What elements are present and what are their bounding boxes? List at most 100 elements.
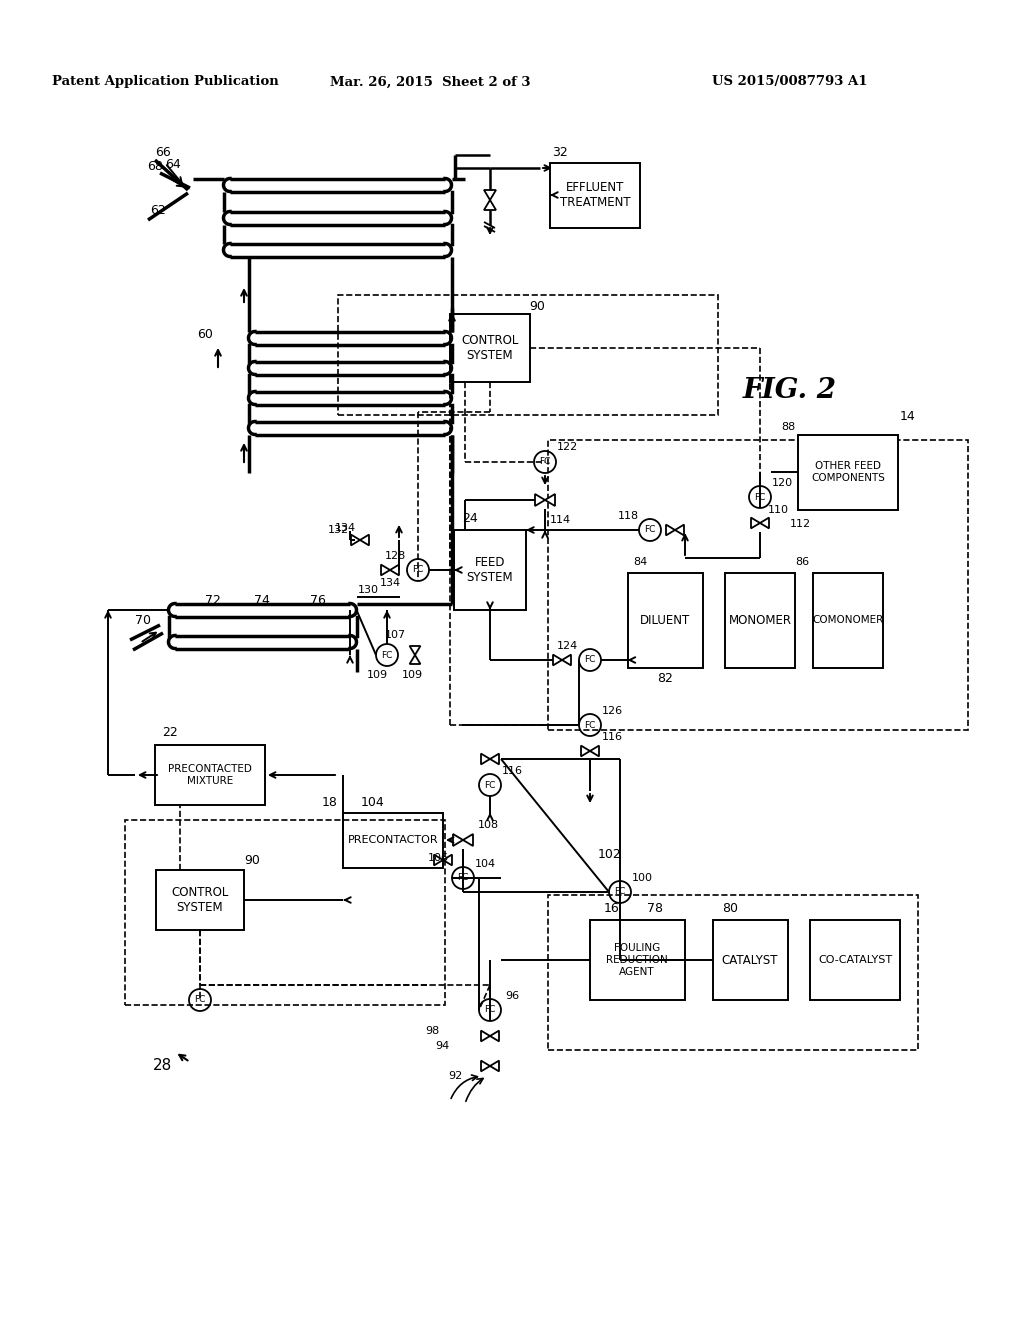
Text: 92: 92: [447, 1071, 462, 1081]
Text: 109: 109: [401, 671, 423, 680]
Text: Patent Application Publication: Patent Application Publication: [51, 75, 279, 88]
Polygon shape: [484, 201, 496, 210]
Text: 104: 104: [361, 796, 385, 808]
Text: MONOMER: MONOMER: [728, 614, 792, 627]
Bar: [156, 870, 244, 931]
Text: FC: FC: [195, 995, 206, 1005]
Text: 120: 120: [771, 478, 793, 488]
Text: COMONOMER: COMONOMER: [812, 615, 884, 624]
Text: 72: 72: [205, 594, 221, 607]
Text: 116: 116: [601, 733, 623, 742]
Text: 74: 74: [254, 594, 270, 607]
Text: 109: 109: [367, 671, 387, 680]
Polygon shape: [410, 645, 421, 655]
Bar: [454, 531, 526, 610]
Bar: [590, 920, 684, 1001]
Polygon shape: [490, 1060, 499, 1072]
Polygon shape: [751, 517, 760, 528]
Text: 112: 112: [790, 519, 811, 529]
Text: 122: 122: [556, 442, 578, 451]
Text: 80: 80: [722, 902, 738, 915]
Polygon shape: [390, 565, 399, 576]
Text: OTHER FEED
COMPONENTS: OTHER FEED COMPONENTS: [811, 461, 885, 483]
Text: US 2015/0087793 A1: US 2015/0087793 A1: [713, 75, 867, 88]
Text: 98: 98: [425, 1026, 439, 1036]
Bar: [628, 573, 702, 668]
Text: 82: 82: [657, 672, 673, 685]
Text: 16: 16: [604, 902, 620, 915]
Text: 64: 64: [165, 158, 181, 172]
Text: 68: 68: [147, 161, 163, 173]
Polygon shape: [760, 517, 769, 528]
Text: PRECONTACTOR: PRECONTACTOR: [348, 836, 438, 845]
Text: 130: 130: [357, 585, 379, 595]
Text: FC: FC: [458, 874, 469, 883]
Bar: [713, 920, 787, 1001]
Text: FC: FC: [381, 651, 392, 660]
Text: 66: 66: [155, 145, 171, 158]
Bar: [798, 434, 898, 510]
Text: 114: 114: [550, 515, 571, 525]
Bar: [338, 294, 718, 414]
Bar: [125, 820, 445, 1005]
Polygon shape: [590, 746, 599, 756]
Text: 134: 134: [380, 578, 400, 587]
Text: FC: FC: [644, 525, 655, 535]
Polygon shape: [553, 655, 562, 665]
Text: CATALYST: CATALYST: [722, 953, 778, 966]
Text: 104: 104: [474, 859, 496, 869]
Text: 110: 110: [768, 506, 788, 515]
Text: 96: 96: [505, 991, 519, 1001]
Text: CONTROL
SYSTEM: CONTROL SYSTEM: [462, 334, 519, 362]
Text: 88: 88: [781, 422, 795, 432]
Text: FOULING
REDUCTION
AGENT: FOULING REDUCTION AGENT: [606, 944, 668, 977]
Text: 76: 76: [310, 594, 326, 607]
Text: FC: FC: [585, 656, 596, 664]
Polygon shape: [381, 565, 390, 576]
Bar: [548, 440, 968, 730]
Text: 62: 62: [151, 203, 166, 216]
Text: 22: 22: [162, 726, 178, 739]
Text: 86: 86: [795, 557, 809, 568]
Text: FIG. 2: FIG. 2: [743, 376, 837, 404]
Text: 14: 14: [900, 411, 915, 424]
Text: 18: 18: [323, 796, 338, 808]
Text: 116: 116: [502, 766, 522, 776]
Polygon shape: [481, 754, 490, 764]
Text: 126: 126: [601, 706, 623, 715]
Text: 32: 32: [552, 147, 568, 160]
Polygon shape: [484, 190, 496, 201]
Polygon shape: [562, 655, 571, 665]
Text: FC: FC: [585, 721, 596, 730]
Text: 128: 128: [384, 550, 406, 561]
Text: PRECONTACTED
MIXTURE: PRECONTACTED MIXTURE: [168, 764, 252, 785]
Text: 100: 100: [632, 873, 652, 883]
Polygon shape: [453, 834, 463, 846]
Polygon shape: [581, 746, 590, 756]
Text: DILUENT: DILUENT: [640, 614, 690, 627]
Text: 60: 60: [197, 329, 213, 342]
Bar: [813, 573, 883, 668]
Text: FC: FC: [540, 458, 551, 466]
Text: FC: FC: [413, 565, 424, 574]
Bar: [810, 920, 900, 1001]
Polygon shape: [481, 1060, 490, 1072]
Text: 24: 24: [462, 511, 478, 524]
Text: FEED
SYSTEM: FEED SYSTEM: [467, 556, 513, 583]
Bar: [155, 744, 265, 805]
Text: CONTROL
SYSTEM: CONTROL SYSTEM: [171, 886, 228, 913]
Polygon shape: [481, 1031, 490, 1041]
Bar: [343, 813, 443, 867]
Polygon shape: [351, 535, 360, 545]
Polygon shape: [545, 494, 555, 506]
Polygon shape: [463, 834, 473, 846]
Text: FC: FC: [484, 780, 496, 789]
Polygon shape: [675, 524, 684, 536]
Text: FC: FC: [755, 492, 766, 502]
Polygon shape: [490, 1031, 499, 1041]
Text: 28: 28: [153, 1057, 172, 1072]
Polygon shape: [490, 754, 499, 764]
Text: 124: 124: [556, 642, 578, 651]
Text: 78: 78: [647, 902, 663, 915]
Text: 84: 84: [633, 557, 647, 568]
